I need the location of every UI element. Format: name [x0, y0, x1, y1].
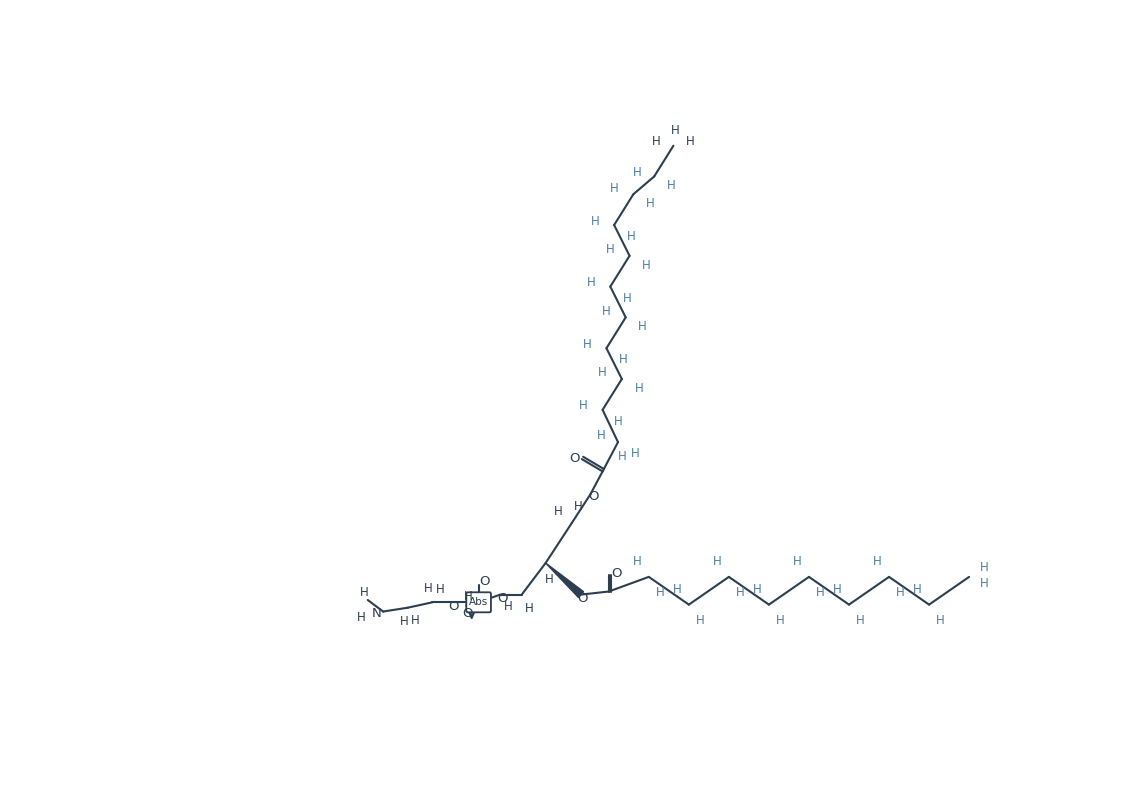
Text: H: H — [526, 602, 534, 615]
Text: H: H — [545, 574, 554, 587]
Text: H: H — [602, 304, 610, 318]
Text: H: H — [400, 615, 409, 628]
Text: H: H — [464, 590, 473, 603]
Text: H: H — [980, 576, 989, 590]
Text: H: H — [598, 367, 607, 379]
Text: H: H — [579, 399, 587, 413]
Text: H: H — [753, 583, 761, 595]
Text: H: H — [614, 415, 623, 428]
Text: H: H — [617, 450, 626, 462]
Text: H: H — [631, 447, 639, 460]
Text: H: H — [591, 214, 599, 228]
Text: H: H — [424, 582, 433, 595]
Text: O: O — [448, 599, 458, 613]
Text: H: H — [671, 124, 679, 137]
Text: H: H — [856, 614, 864, 626]
Text: H: H — [816, 586, 824, 599]
Text: H: H — [897, 586, 905, 599]
Text: H: H — [776, 614, 784, 626]
Text: H: H — [686, 135, 695, 148]
Text: O: O — [569, 452, 581, 465]
Text: Abs: Abs — [469, 597, 488, 607]
Text: H: H — [633, 166, 641, 179]
Text: N: N — [372, 607, 382, 620]
Text: O: O — [463, 607, 473, 620]
Text: H: H — [642, 258, 650, 272]
Text: H: H — [696, 614, 705, 626]
Text: H: H — [656, 586, 665, 599]
Text: H: H — [411, 614, 420, 626]
Text: H: H — [980, 561, 989, 574]
Text: H: H — [713, 555, 721, 568]
Text: H: H — [646, 197, 655, 210]
Text: H: H — [633, 555, 641, 568]
Text: H: H — [357, 611, 366, 624]
Text: H: H — [586, 277, 595, 289]
Text: H: H — [638, 320, 647, 333]
Text: H: H — [553, 505, 562, 518]
Text: O: O — [611, 567, 622, 579]
Text: H: H — [793, 555, 801, 568]
Text: H: H — [436, 583, 444, 596]
Text: O: O — [497, 592, 507, 605]
Text: H: H — [504, 599, 512, 613]
FancyBboxPatch shape — [466, 592, 491, 612]
Text: H: H — [597, 430, 606, 442]
Text: H: H — [653, 135, 661, 148]
Text: H: H — [874, 555, 882, 568]
Text: O: O — [480, 575, 490, 588]
Text: H: H — [834, 583, 842, 595]
Text: H: H — [634, 382, 643, 395]
Text: H: H — [937, 614, 945, 626]
Text: O: O — [589, 489, 599, 503]
Text: H: H — [606, 243, 615, 256]
Text: H: H — [574, 500, 583, 512]
Text: H: H — [914, 583, 922, 595]
Text: H: H — [736, 586, 744, 599]
Text: H: H — [610, 182, 618, 194]
Polygon shape — [546, 563, 584, 598]
Text: H: H — [360, 586, 369, 599]
Text: H: H — [666, 179, 676, 192]
Text: H: H — [626, 230, 635, 243]
Text: O: O — [577, 592, 587, 605]
Text: H: H — [623, 292, 632, 304]
Text: H: H — [673, 583, 681, 595]
Text: H: H — [619, 353, 627, 367]
Text: H: H — [583, 338, 592, 351]
